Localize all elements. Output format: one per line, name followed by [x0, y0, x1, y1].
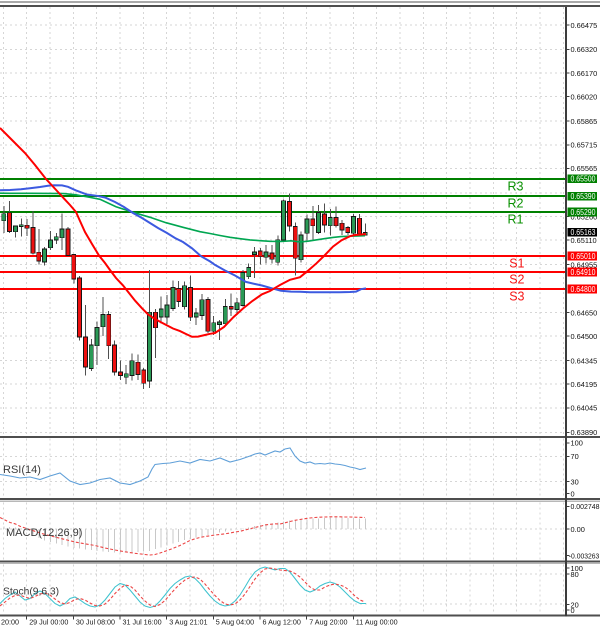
svg-text:0.64800: 0.64800 [571, 285, 596, 294]
svg-text:20:00: 20:00 [1, 618, 19, 627]
svg-text:0.64195: 0.64195 [571, 380, 598, 389]
svg-text:30: 30 [571, 477, 579, 486]
svg-text:0.63890: 0.63890 [571, 428, 598, 437]
svg-text:RSI(14): RSI(14) [3, 464, 41, 476]
svg-text:11 Aug 00:00: 11 Aug 00:00 [356, 618, 398, 627]
svg-text:S1: S1 [509, 257, 524, 271]
svg-text:3 Aug 21:01: 3 Aug 21:01 [169, 618, 207, 627]
svg-text:Stoch(9,6,3): Stoch(9,6,3) [3, 587, 59, 598]
svg-text:7 Aug 20:00: 7 Aug 20:00 [309, 618, 347, 627]
svg-text:0.65110: 0.65110 [571, 236, 597, 245]
svg-text:5 Aug 04:00: 5 Aug 04:00 [216, 618, 254, 627]
svg-text:0.65390: 0.65390 [571, 192, 596, 201]
svg-text:0.66475: 0.66475 [571, 21, 598, 30]
svg-text:S3: S3 [509, 289, 524, 303]
svg-text:80: 80 [571, 570, 579, 579]
svg-text:0.65010: 0.65010 [571, 252, 596, 261]
svg-text:R1: R1 [508, 213, 524, 227]
svg-text:0.65260: 0.65260 [571, 212, 598, 221]
svg-text:0.65565: 0.65565 [571, 164, 598, 173]
svg-text:0.002748: 0.002748 [571, 502, 600, 511]
svg-text:0.64650: 0.64650 [571, 308, 598, 317]
svg-text:0.65715: 0.65715 [571, 141, 598, 150]
svg-text:0.64500: 0.64500 [571, 332, 598, 341]
svg-text:0.00: 0.00 [571, 525, 585, 534]
svg-text:0.64955: 0.64955 [571, 260, 598, 269]
svg-text:0.65290: 0.65290 [571, 208, 596, 217]
svg-text:R2: R2 [508, 197, 524, 211]
svg-text:0.64345: 0.64345 [571, 356, 598, 365]
svg-text:20: 20 [571, 601, 579, 610]
svg-text:70: 70 [571, 452, 579, 461]
svg-text:0.65500: 0.65500 [571, 175, 596, 184]
svg-text:R3: R3 [508, 179, 524, 193]
svg-text:0: 0 [571, 489, 575, 498]
svg-text:31 Jul 16:00: 31 Jul 16:00 [123, 618, 162, 627]
svg-text:-0.003263: -0.003263 [569, 551, 600, 560]
svg-text:0.65163: 0.65163 [571, 228, 596, 237]
svg-text:0.64045: 0.64045 [571, 404, 598, 413]
svg-text:0: 0 [571, 606, 575, 615]
svg-text:0.66320: 0.66320 [571, 45, 598, 54]
svg-text:MACD(12,26,9): MACD(12,26,9) [6, 527, 82, 539]
svg-text:0.64910: 0.64910 [571, 268, 596, 277]
svg-text:6 Aug 12:00: 6 Aug 12:00 [263, 618, 301, 627]
svg-text:100: 100 [571, 439, 583, 448]
svg-text:S2: S2 [509, 273, 524, 287]
svg-text:0.66170: 0.66170 [571, 69, 598, 78]
svg-text:29 Jul 00:00: 29 Jul 00:00 [29, 618, 68, 627]
svg-text:0.66020: 0.66020 [571, 93, 598, 102]
svg-text:0.65865: 0.65865 [571, 117, 598, 126]
svg-text:30 Jul 08:00: 30 Jul 08:00 [76, 618, 115, 627]
svg-text:100: 100 [571, 564, 583, 573]
